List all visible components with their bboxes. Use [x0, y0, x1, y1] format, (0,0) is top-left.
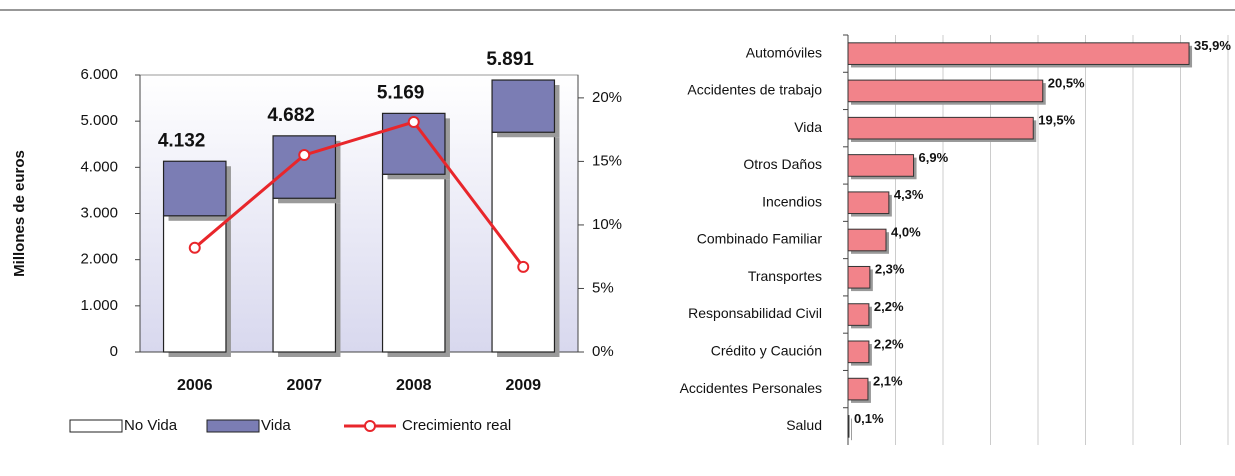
- y-tick-label: 2.000: [80, 251, 118, 268]
- value-label: 2,1%: [873, 374, 903, 389]
- y-tick-label: Automóviles: [746, 44, 822, 60]
- x-tick-label: 2009: [505, 377, 541, 394]
- bar: [847, 415, 850, 438]
- y-tick-label: Accidentes Personales: [680, 380, 822, 396]
- growth-point: [298, 149, 311, 162]
- legend-swatch: [69, 419, 123, 433]
- bar: [847, 265, 871, 289]
- y2-tick-label: 10%: [592, 216, 622, 233]
- bar: [847, 154, 915, 177]
- x-tick-label: 2007: [286, 377, 322, 394]
- bar: [847, 303, 870, 326]
- value-label: 2,3%: [875, 262, 905, 277]
- legend-label: Crecimiento real: [402, 417, 511, 434]
- value-label: 4,3%: [894, 187, 924, 202]
- growth-line: [193, 120, 525, 268]
- legend-marker: [364, 420, 376, 432]
- growth-point: [407, 116, 420, 129]
- bar: [847, 116, 1034, 140]
- bar-segment: [162, 215, 227, 353]
- growth-point: [188, 241, 201, 254]
- y-tick-label: Combinado Familiar: [697, 231, 823, 247]
- y-tick-label: Transportes: [748, 268, 822, 284]
- value-label: 4,0%: [891, 224, 921, 239]
- y2-tick-label: 5%: [592, 279, 614, 296]
- value-label: 6,9%: [919, 150, 949, 165]
- y-tick-label: 1.000: [80, 297, 118, 314]
- y-tick-label: 6.000: [80, 66, 118, 83]
- y-tick-label: Salud: [786, 417, 822, 433]
- y-tick-label: Responsabilidad Civil: [688, 305, 822, 321]
- y-tick-label: Vida: [794, 119, 822, 135]
- legend-swatch: [206, 419, 260, 433]
- bar: [847, 191, 890, 215]
- bar-segment: [272, 197, 337, 353]
- x-tick-label: 2008: [396, 377, 432, 394]
- value-label: 20,5%: [1048, 75, 1085, 90]
- bar-segment: [491, 79, 556, 133]
- legend-label: No Vida: [124, 417, 178, 434]
- value-label: 2,2%: [874, 299, 904, 314]
- y-tick-label: Crédito y Caución: [711, 343, 822, 359]
- value-label: 35,9%: [1194, 38, 1231, 53]
- x-tick-label: 2006: [177, 377, 213, 394]
- y-tick-label: Otros Daños: [743, 156, 822, 172]
- y-tick-label: 3.000: [80, 204, 118, 221]
- growth-point: [517, 260, 530, 273]
- y-tick-label: Incendios: [762, 193, 822, 209]
- y-tick-label: Accidentes de trabajo: [687, 82, 822, 98]
- y2-tick-label: 20%: [592, 89, 622, 106]
- legend-label: Vida: [261, 417, 291, 434]
- y-tick-label: 5.000: [80, 112, 118, 129]
- bar-segment: [162, 160, 227, 217]
- value-label: 19,5%: [1038, 113, 1075, 128]
- y-tick-label: 0: [110, 343, 118, 360]
- bar: [847, 377, 869, 401]
- value-label: 2,2%: [874, 336, 904, 351]
- y2-tick-label: 15%: [592, 152, 622, 169]
- y-tick-label: 4.000: [80, 158, 118, 175]
- bar: [847, 228, 887, 252]
- bar-segment: [491, 131, 556, 353]
- total-label: 4.682: [267, 105, 315, 126]
- y-axis-label: Millones de euros: [11, 150, 28, 277]
- value-label: 0,1%: [854, 411, 884, 426]
- y2-tick-label: 0%: [592, 343, 614, 360]
- total-label: 4.132: [158, 130, 206, 151]
- total-label: 5.169: [377, 82, 425, 103]
- bar: [847, 340, 870, 364]
- bar-segment: [272, 135, 337, 199]
- total-label: 5.891: [486, 49, 534, 70]
- bar-segment: [381, 173, 446, 353]
- bar-shadow: [851, 418, 852, 441]
- bar: [847, 79, 1044, 103]
- bar: [847, 42, 1190, 65]
